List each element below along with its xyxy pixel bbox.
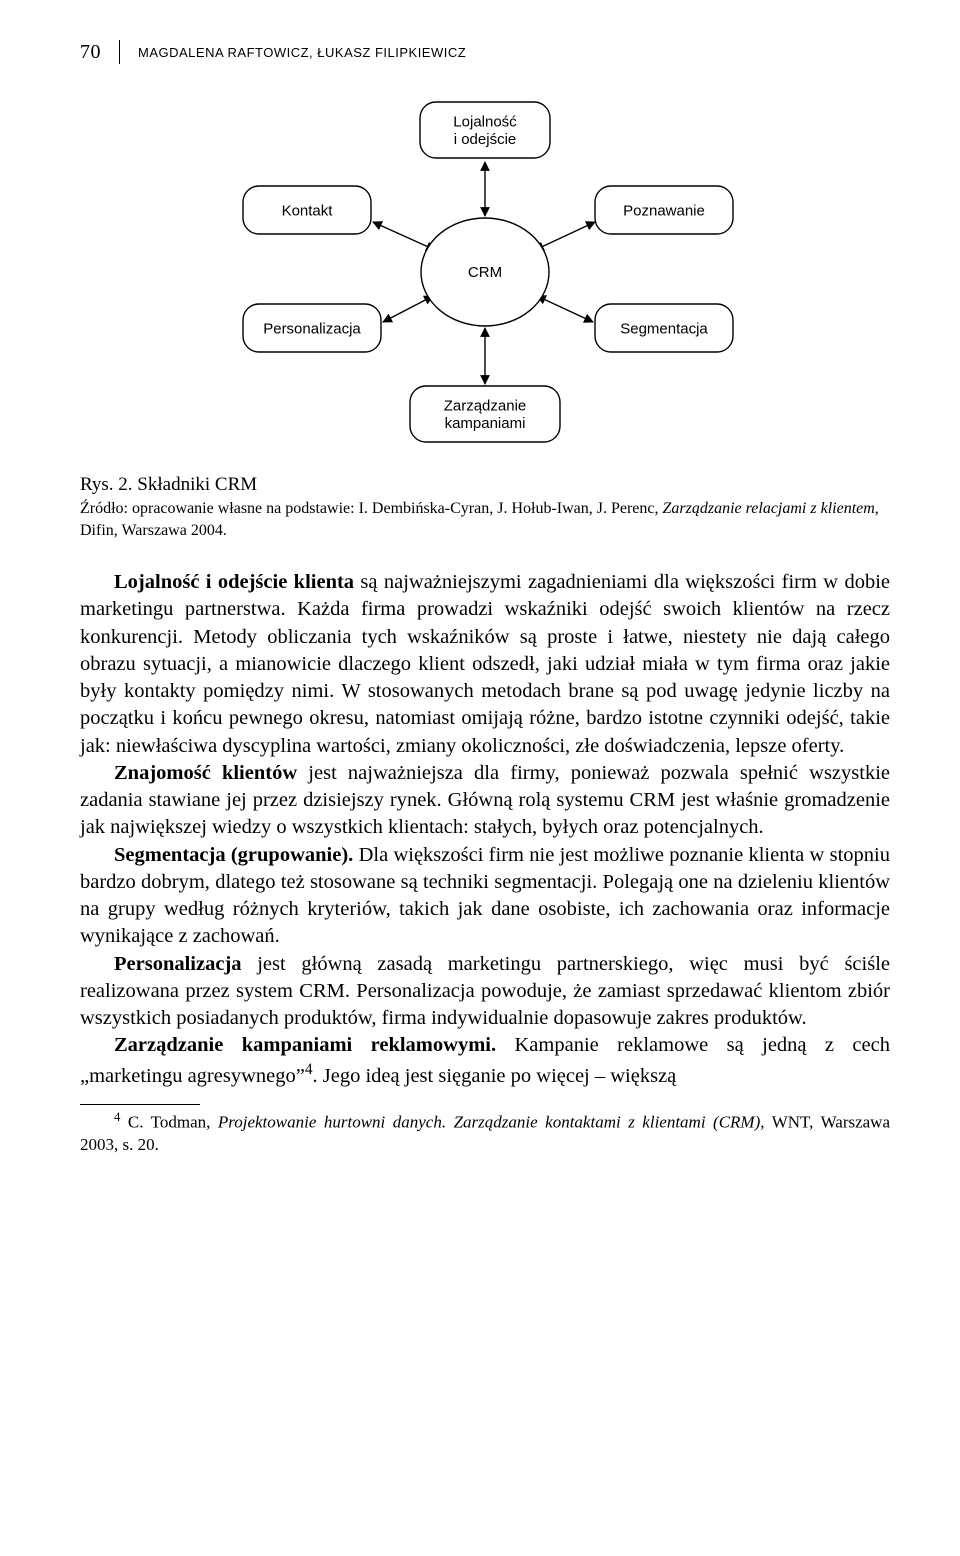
paragraph-3: Segmentacja (grupowanie). Dla większości… [80, 842, 890, 951]
footnote: 4 C. Todman, Projektowanie hurtowni dany… [80, 1109, 890, 1156]
figure-caption: Rys. 2. Składniki CRM [80, 474, 890, 496]
svg-text:Poznawanie: Poznawanie [623, 202, 705, 219]
footnote-text-a: C. Todman, [120, 1112, 217, 1131]
header-divider [119, 40, 120, 64]
paragraph-2: Znajomość klientów jest najważniejsza dl… [80, 760, 890, 842]
paragraph-4: Personalizacja jest główną zasadą market… [80, 951, 890, 1033]
svg-text:kampaniami: kampaniami [445, 415, 526, 432]
svg-text:Personalizacja: Personalizacja [263, 320, 361, 337]
svg-text:i odejście: i odejście [454, 131, 517, 148]
svg-text:Kontakt: Kontakt [282, 202, 334, 219]
crm-diagram: CRM Lojalnośći odejście Kontakt Poznawanie P… [80, 94, 890, 454]
p3-lead: Segmentacja (grupowanie). [114, 844, 353, 866]
page: 70 MAGDALENA RAFTOWICZ, ŁUKASZ FILIPKIEW… [0, 0, 960, 1196]
body-text: Lojalność i odejście klienta są najważni… [80, 569, 890, 1090]
running-header: 70 MAGDALENA RAFTOWICZ, ŁUKASZ FILIPKIEW… [80, 40, 890, 64]
page-number: 70 [80, 41, 101, 64]
footnote-separator [80, 1104, 200, 1105]
header-authors: MAGDALENA RAFTOWICZ, ŁUKASZ FILIPKIEWICZ [138, 45, 466, 60]
crm-diagram-svg: CRM Lojalnośći odejście Kontakt Poznawanie P… [225, 94, 745, 454]
svg-text:CRM: CRM [468, 264, 502, 281]
p1-rest: są najważniejszymi zagadnieniami dla wię… [80, 571, 890, 757]
figure-source: Źródło: opracowanie własne na podstawie:… [80, 498, 890, 541]
p1-lead: Lojalność i odejście klienta [114, 571, 354, 593]
source-title-ital: Zarządzanie relacjami z klientem [663, 500, 875, 517]
p2-lead: Znajomość klientów [114, 762, 297, 784]
paragraph-1: Lojalność i odejście klienta są najważni… [80, 569, 890, 760]
footnote-ital: Projektowanie hurtowni danych. Zarządzan… [218, 1112, 760, 1131]
p5-lead: Zarządzanie kampaniami reklamowymi. [114, 1034, 496, 1056]
p5-rest-b: . Jego ideą jest sięganie po więcej – wi… [313, 1065, 677, 1087]
svg-text:Segmentacja: Segmentacja [620, 320, 708, 337]
svg-text:Lojalność: Lojalność [453, 114, 517, 131]
paragraph-5: Zarządzanie kampaniami reklamowymi. Kamp… [80, 1032, 890, 1089]
p4-lead: Personalizacja [114, 953, 242, 975]
source-prefix: Źródło: opracowanie własne na podstawie:… [80, 500, 663, 517]
p5-footnote-ref: 4 [305, 1061, 313, 1078]
svg-text:Zarządzanie: Zarządzanie [444, 398, 527, 415]
